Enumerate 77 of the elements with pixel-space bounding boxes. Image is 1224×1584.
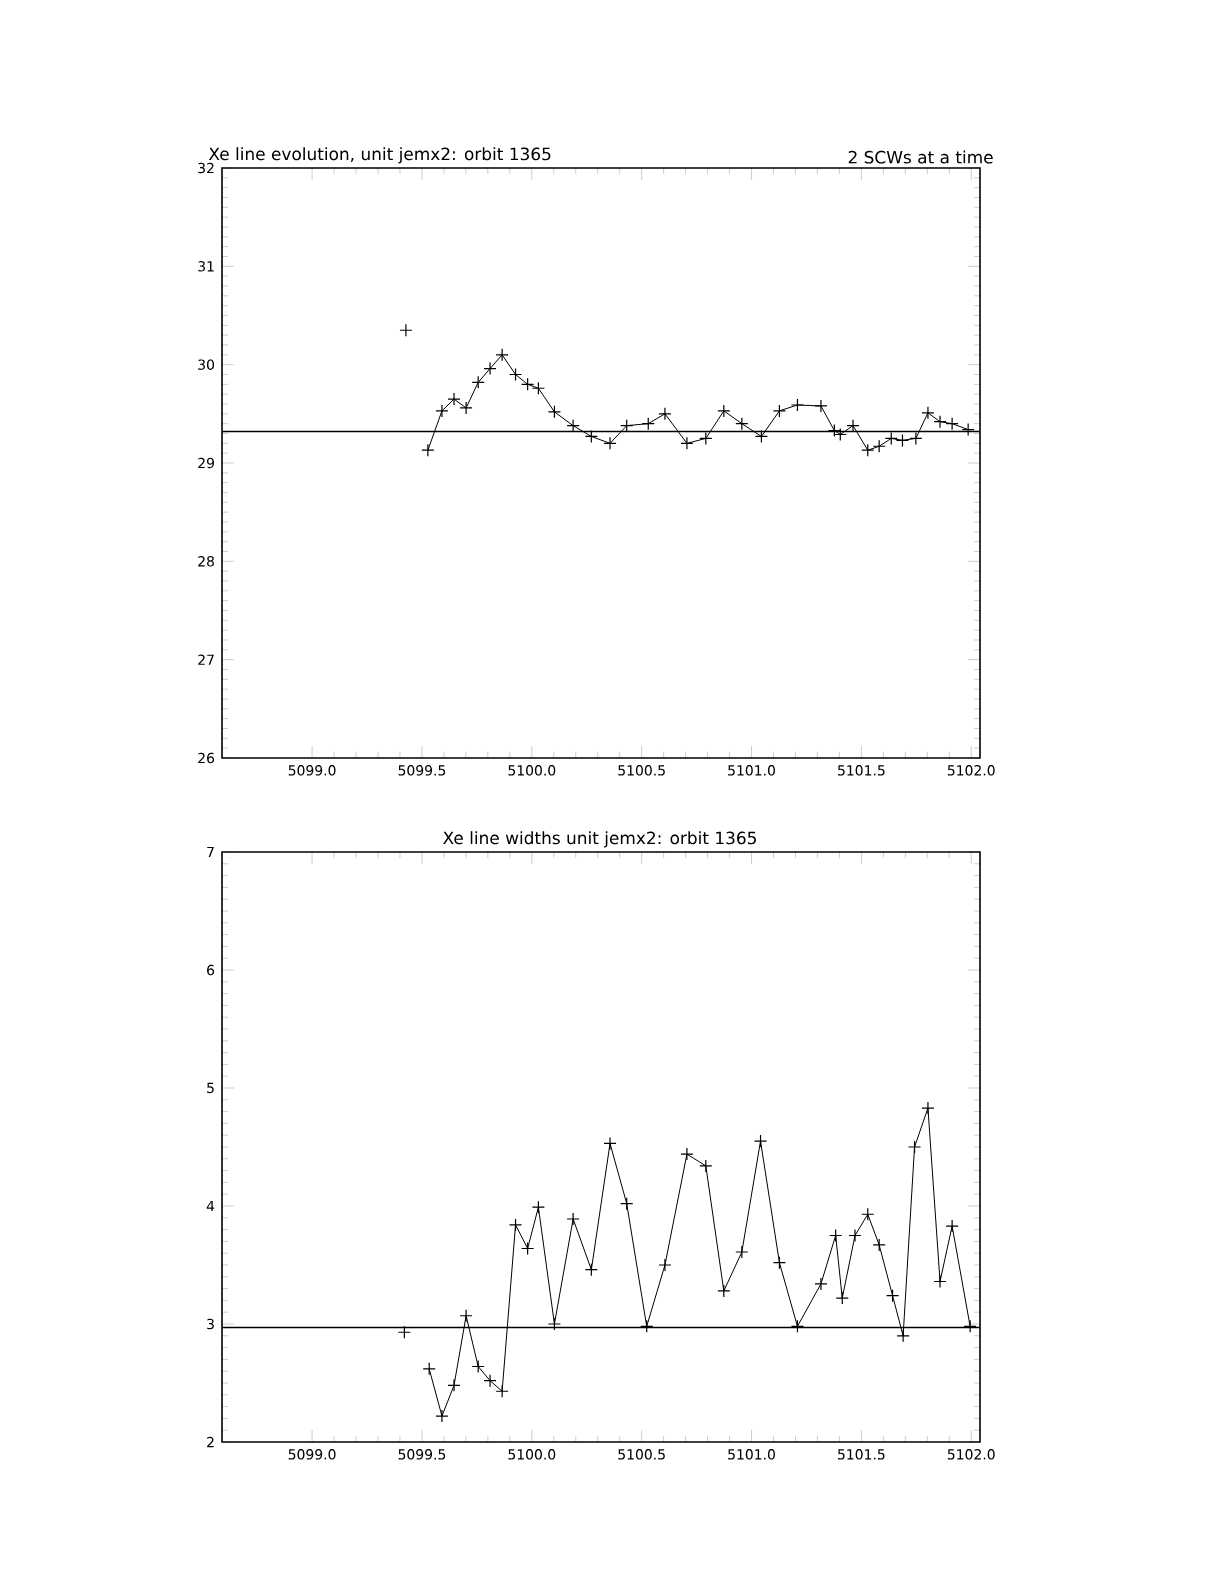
point [717, 1284, 731, 1298]
point [447, 1378, 461, 1392]
point [754, 429, 769, 444]
point [945, 417, 959, 431]
point [547, 1317, 562, 1331]
point [508, 367, 523, 382]
point [483, 361, 497, 376]
point [620, 1197, 634, 1211]
chart-title: Xe line widths unit jemx2: orbit 1365 [443, 831, 756, 848]
point [861, 1207, 875, 1221]
point [566, 419, 580, 433]
point [885, 1289, 900, 1303]
point [848, 1228, 862, 1243]
point [620, 419, 634, 433]
point [846, 419, 860, 433]
point [921, 1101, 935, 1115]
point [772, 404, 787, 418]
point [833, 427, 847, 442]
point [566, 1212, 580, 1226]
point [717, 404, 731, 418]
point [603, 436, 617, 450]
point [909, 431, 923, 446]
point [459, 1309, 473, 1323]
point [872, 1238, 886, 1252]
point [584, 429, 598, 444]
point [399, 323, 413, 337]
point [699, 1159, 713, 1173]
point [521, 1241, 535, 1256]
text: 2 SCWs at a time [848, 150, 993, 164]
point [471, 375, 485, 389]
point [735, 1245, 749, 1259]
point [447, 392, 461, 406]
point [895, 433, 910, 447]
point [495, 348, 509, 362]
point [963, 1319, 977, 1333]
point [861, 443, 875, 457]
point [933, 1274, 947, 1289]
point [680, 436, 694, 450]
point [422, 1362, 436, 1376]
point [584, 1263, 598, 1277]
point [435, 1409, 449, 1423]
point [435, 404, 449, 418]
point [397, 1325, 411, 1339]
point [547, 405, 562, 419]
point [471, 1359, 485, 1374]
point [658, 407, 672, 421]
point [735, 417, 749, 431]
point [495, 1384, 509, 1398]
point [814, 399, 828, 413]
point [658, 1258, 672, 1272]
point [907, 1140, 922, 1154]
point [790, 398, 805, 412]
point [829, 1228, 843, 1243]
point [814, 1277, 828, 1291]
point [896, 1329, 910, 1343]
point [603, 1136, 617, 1151]
point [884, 431, 898, 446]
point [531, 1200, 545, 1214]
point [699, 431, 713, 446]
point [790, 1319, 805, 1333]
point [961, 422, 975, 437]
point [872, 439, 886, 453]
point [640, 1319, 654, 1333]
point [753, 1134, 768, 1148]
point [421, 443, 435, 457]
point [641, 417, 655, 431]
point [933, 415, 947, 429]
point [508, 1218, 523, 1232]
point [921, 406, 935, 420]
point [835, 1291, 849, 1305]
point [680, 1147, 694, 1161]
point [459, 401, 473, 415]
point [483, 1374, 497, 1388]
chart-title: Xe line evolution, unit jemx2: orbit 1365 [208, 147, 551, 164]
point [827, 423, 841, 438]
point [772, 1256, 787, 1270]
point [945, 1219, 959, 1233]
